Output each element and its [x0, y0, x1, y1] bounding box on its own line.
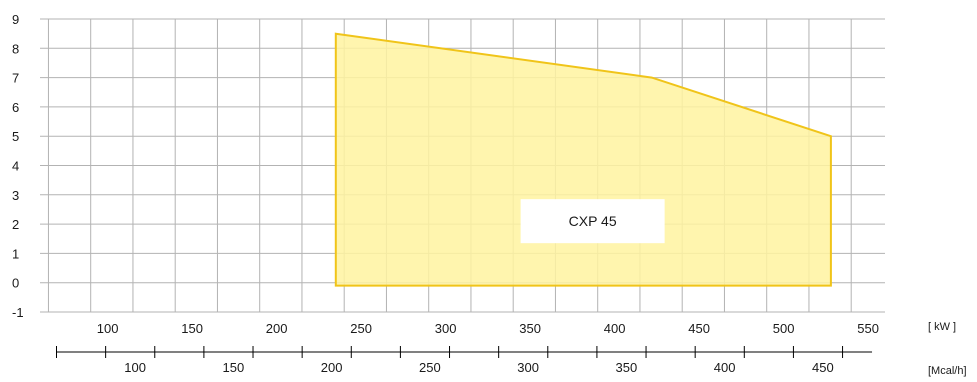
- x-tick-label: 200: [266, 321, 288, 336]
- series-area-polygon: [334, 32, 832, 287]
- secondary-axis-unit: [Mcal/h]: [928, 365, 967, 377]
- secondary-x-tick-label: 300: [517, 360, 539, 375]
- secondary-x-tick-label: 400: [714, 360, 736, 375]
- x-tick-label: 550: [857, 321, 879, 336]
- series-label-box: CXP 45: [520, 199, 665, 244]
- series-area: [334, 32, 832, 287]
- y-tick-label: -1: [12, 305, 24, 320]
- x-tick-label: 450: [688, 321, 710, 336]
- x-axis: 100 150 200 250 300 350 400 450 500 550 [ kW ]: [97, 321, 956, 336]
- x-tick-label: 100: [97, 321, 119, 336]
- secondary-x-axis: 100 150 200 250 300 350 400 450 [Mcal/h]: [56, 346, 967, 377]
- y-tick-label: 7: [12, 71, 19, 86]
- y-tick-label: 6: [12, 100, 19, 115]
- secondary-x-tick-label: 250: [419, 360, 441, 375]
- y-tick-label: 0: [12, 276, 19, 291]
- series-label: CXP 45: [569, 213, 617, 229]
- y-tick-label: 9: [12, 12, 19, 27]
- y-tick-label: 5: [12, 129, 19, 144]
- secondary-x-tick-label: 200: [321, 360, 343, 375]
- series-label-background: [520, 199, 665, 244]
- x-tick-label: 250: [350, 321, 372, 336]
- x-tick-label: 150: [181, 321, 203, 336]
- secondary-x-tick-label: 450: [812, 360, 834, 375]
- secondary-x-tick-label: 100: [124, 360, 146, 375]
- x-tick-label: 400: [604, 321, 626, 336]
- y-axis: -1 0 1 2 3 4 5 6 7 8 9: [12, 12, 24, 320]
- y-tick-label: 4: [12, 159, 19, 174]
- x-tick-label: 500: [773, 321, 795, 336]
- x-tick-label: 350: [519, 321, 541, 336]
- y-tick-label: 1: [12, 246, 19, 261]
- x-tick-label: 300: [435, 321, 457, 336]
- y-tick-label: 3: [12, 188, 19, 203]
- y-tick-label: 2: [12, 217, 19, 232]
- y-tick-label: 8: [12, 41, 19, 56]
- secondary-x-tick-label: 350: [616, 360, 638, 375]
- secondary-x-tick-label: 150: [223, 360, 245, 375]
- x-axis-unit: [ kW ]: [928, 321, 956, 333]
